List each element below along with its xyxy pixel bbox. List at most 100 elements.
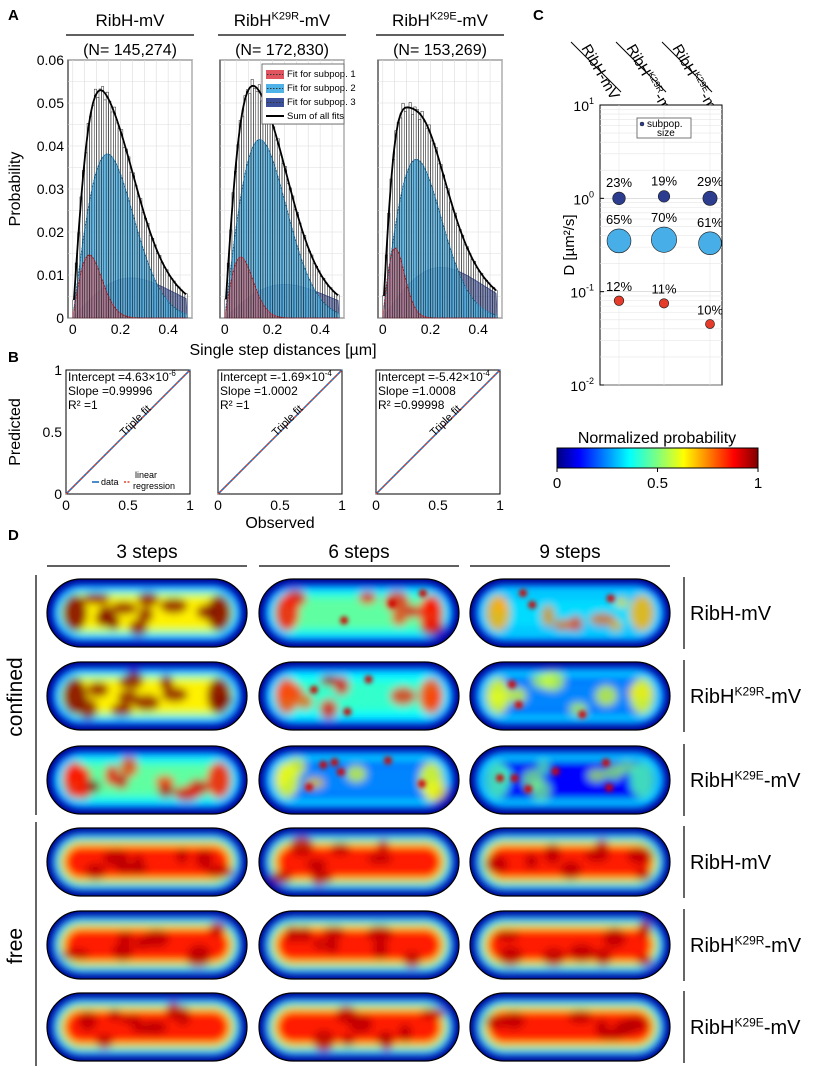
subpop-marker (651, 226, 677, 253)
density-hotspot (110, 601, 138, 615)
density-hotspot (524, 853, 539, 870)
focal-spot (336, 767, 345, 776)
density-hotspot (87, 682, 109, 698)
x-tick-label: 1 (186, 497, 194, 513)
panel-letter-b: B (8, 349, 19, 366)
density-hotspot (82, 592, 111, 605)
focal-spot (551, 767, 560, 776)
label-suffix: -mV (299, 11, 331, 30)
cell-outline (46, 910, 248, 980)
density-hotspot (313, 938, 327, 951)
focal-spot (519, 589, 528, 598)
density-hotspot (627, 846, 654, 865)
legend-regression-label: regression (133, 481, 175, 491)
density-hotspot (295, 926, 313, 943)
x-tick-label: 0 (69, 321, 77, 337)
x-tick-label: 0 (214, 497, 222, 513)
pole-hotspot (207, 678, 231, 714)
density-hotspot (320, 872, 334, 884)
heatmap-cell (469, 910, 671, 980)
density-hotspot (305, 858, 328, 870)
heatmap-fill (470, 579, 670, 647)
y-tick-label: 101 (573, 96, 594, 114)
y-tick-label: 0.06 (37, 52, 64, 68)
label-base: RibH (690, 935, 734, 957)
subpop-percent: 70% (651, 210, 677, 225)
intercept-exponent: -6 (169, 369, 177, 378)
intercept-label: Intercept =-5.42×10-4 (378, 369, 490, 384)
subpop-marker (657, 190, 671, 203)
subpop-percent: 23% (606, 175, 632, 190)
density-hotspot (270, 870, 293, 884)
y-tick-label: 100 (573, 189, 594, 207)
legend-entry: Fit for subpop. 1 (287, 69, 356, 80)
label-suffix: -mV (734, 603, 771, 625)
heatmap-density (51, 583, 243, 643)
tick-base: 10 (570, 378, 586, 394)
density-hotspot (595, 1018, 609, 1038)
x-tick-label: 0.4 (468, 321, 488, 337)
subpop-marker (659, 298, 669, 309)
r2-label: R² =0.99998 (378, 398, 445, 412)
label-suffix: -mV (457, 11, 489, 30)
x-tick-label: 0.5 (270, 497, 290, 513)
cell-outline (469, 827, 671, 897)
pole-hotspot (630, 678, 654, 714)
cell-outline (258, 910, 460, 980)
x-tick-label: 0.2 (263, 321, 283, 337)
density-hotspot (107, 1008, 122, 1022)
density-hotspot (133, 694, 160, 711)
histogram-subplot: RibHK29E-mV (N= 153,269) 0 0.2 0.4 (376, 11, 504, 337)
heatmap-fill (470, 993, 670, 1061)
strain-title: RibHK29R-mV (234, 11, 331, 30)
focal-spot (418, 589, 427, 598)
density-hotspot (494, 929, 520, 942)
density-hotspot (110, 703, 133, 717)
row-strain-label: RibH-mV (690, 603, 772, 625)
density-hotspot (614, 597, 629, 608)
group-label: confined (4, 657, 27, 736)
x-axis-label: Observed (245, 515, 314, 532)
focal-spot (319, 760, 328, 769)
heatmap-fill (47, 662, 247, 730)
density-hotspot (128, 619, 148, 636)
n-count-label: (N= 145,274) (83, 42, 177, 59)
r2-label: R² =1 (220, 398, 250, 412)
subpop-percent: 65% (606, 212, 632, 227)
heatmap-fill (259, 993, 459, 1061)
focal-spots (340, 589, 427, 625)
row-strain-label: RibHK29R-mV (690, 933, 802, 957)
heatmap-density (50, 914, 244, 976)
label-base: RibH (690, 852, 734, 874)
x-tick-label: 0 (372, 497, 380, 513)
heatmap-density (473, 996, 667, 1058)
density-hotspot (617, 761, 637, 774)
density-hotspot (508, 687, 527, 704)
slope-label: Slope =0.99996 (68, 384, 153, 398)
label-base: RibH (690, 770, 734, 792)
density-hotspot (195, 849, 214, 869)
focal-spot (343, 707, 352, 716)
cell-outline (258, 827, 460, 897)
density-hotspot (603, 927, 626, 949)
density-hotspot (208, 922, 226, 936)
focal-spot (514, 700, 523, 709)
n-count-label: (N= 172,830) (235, 42, 329, 59)
heatmap-cell (258, 827, 460, 897)
density-hotspot (61, 948, 90, 960)
label-superscript: K29R (734, 933, 764, 947)
density-hotspot (542, 947, 566, 967)
density-hotspot (143, 1020, 168, 1035)
subpop-marker (702, 190, 718, 206)
fit-outline (225, 256, 339, 319)
subpop-marker (606, 228, 632, 254)
pole-hotspot (419, 762, 443, 798)
heatmap-cell (469, 992, 671, 1062)
density-hotspot (553, 619, 573, 631)
density-hotspot (568, 943, 596, 963)
density-hotspot (175, 848, 189, 865)
heatmap-density (263, 666, 455, 726)
density-hotspot (112, 941, 134, 962)
pole-hotspot (275, 595, 299, 631)
